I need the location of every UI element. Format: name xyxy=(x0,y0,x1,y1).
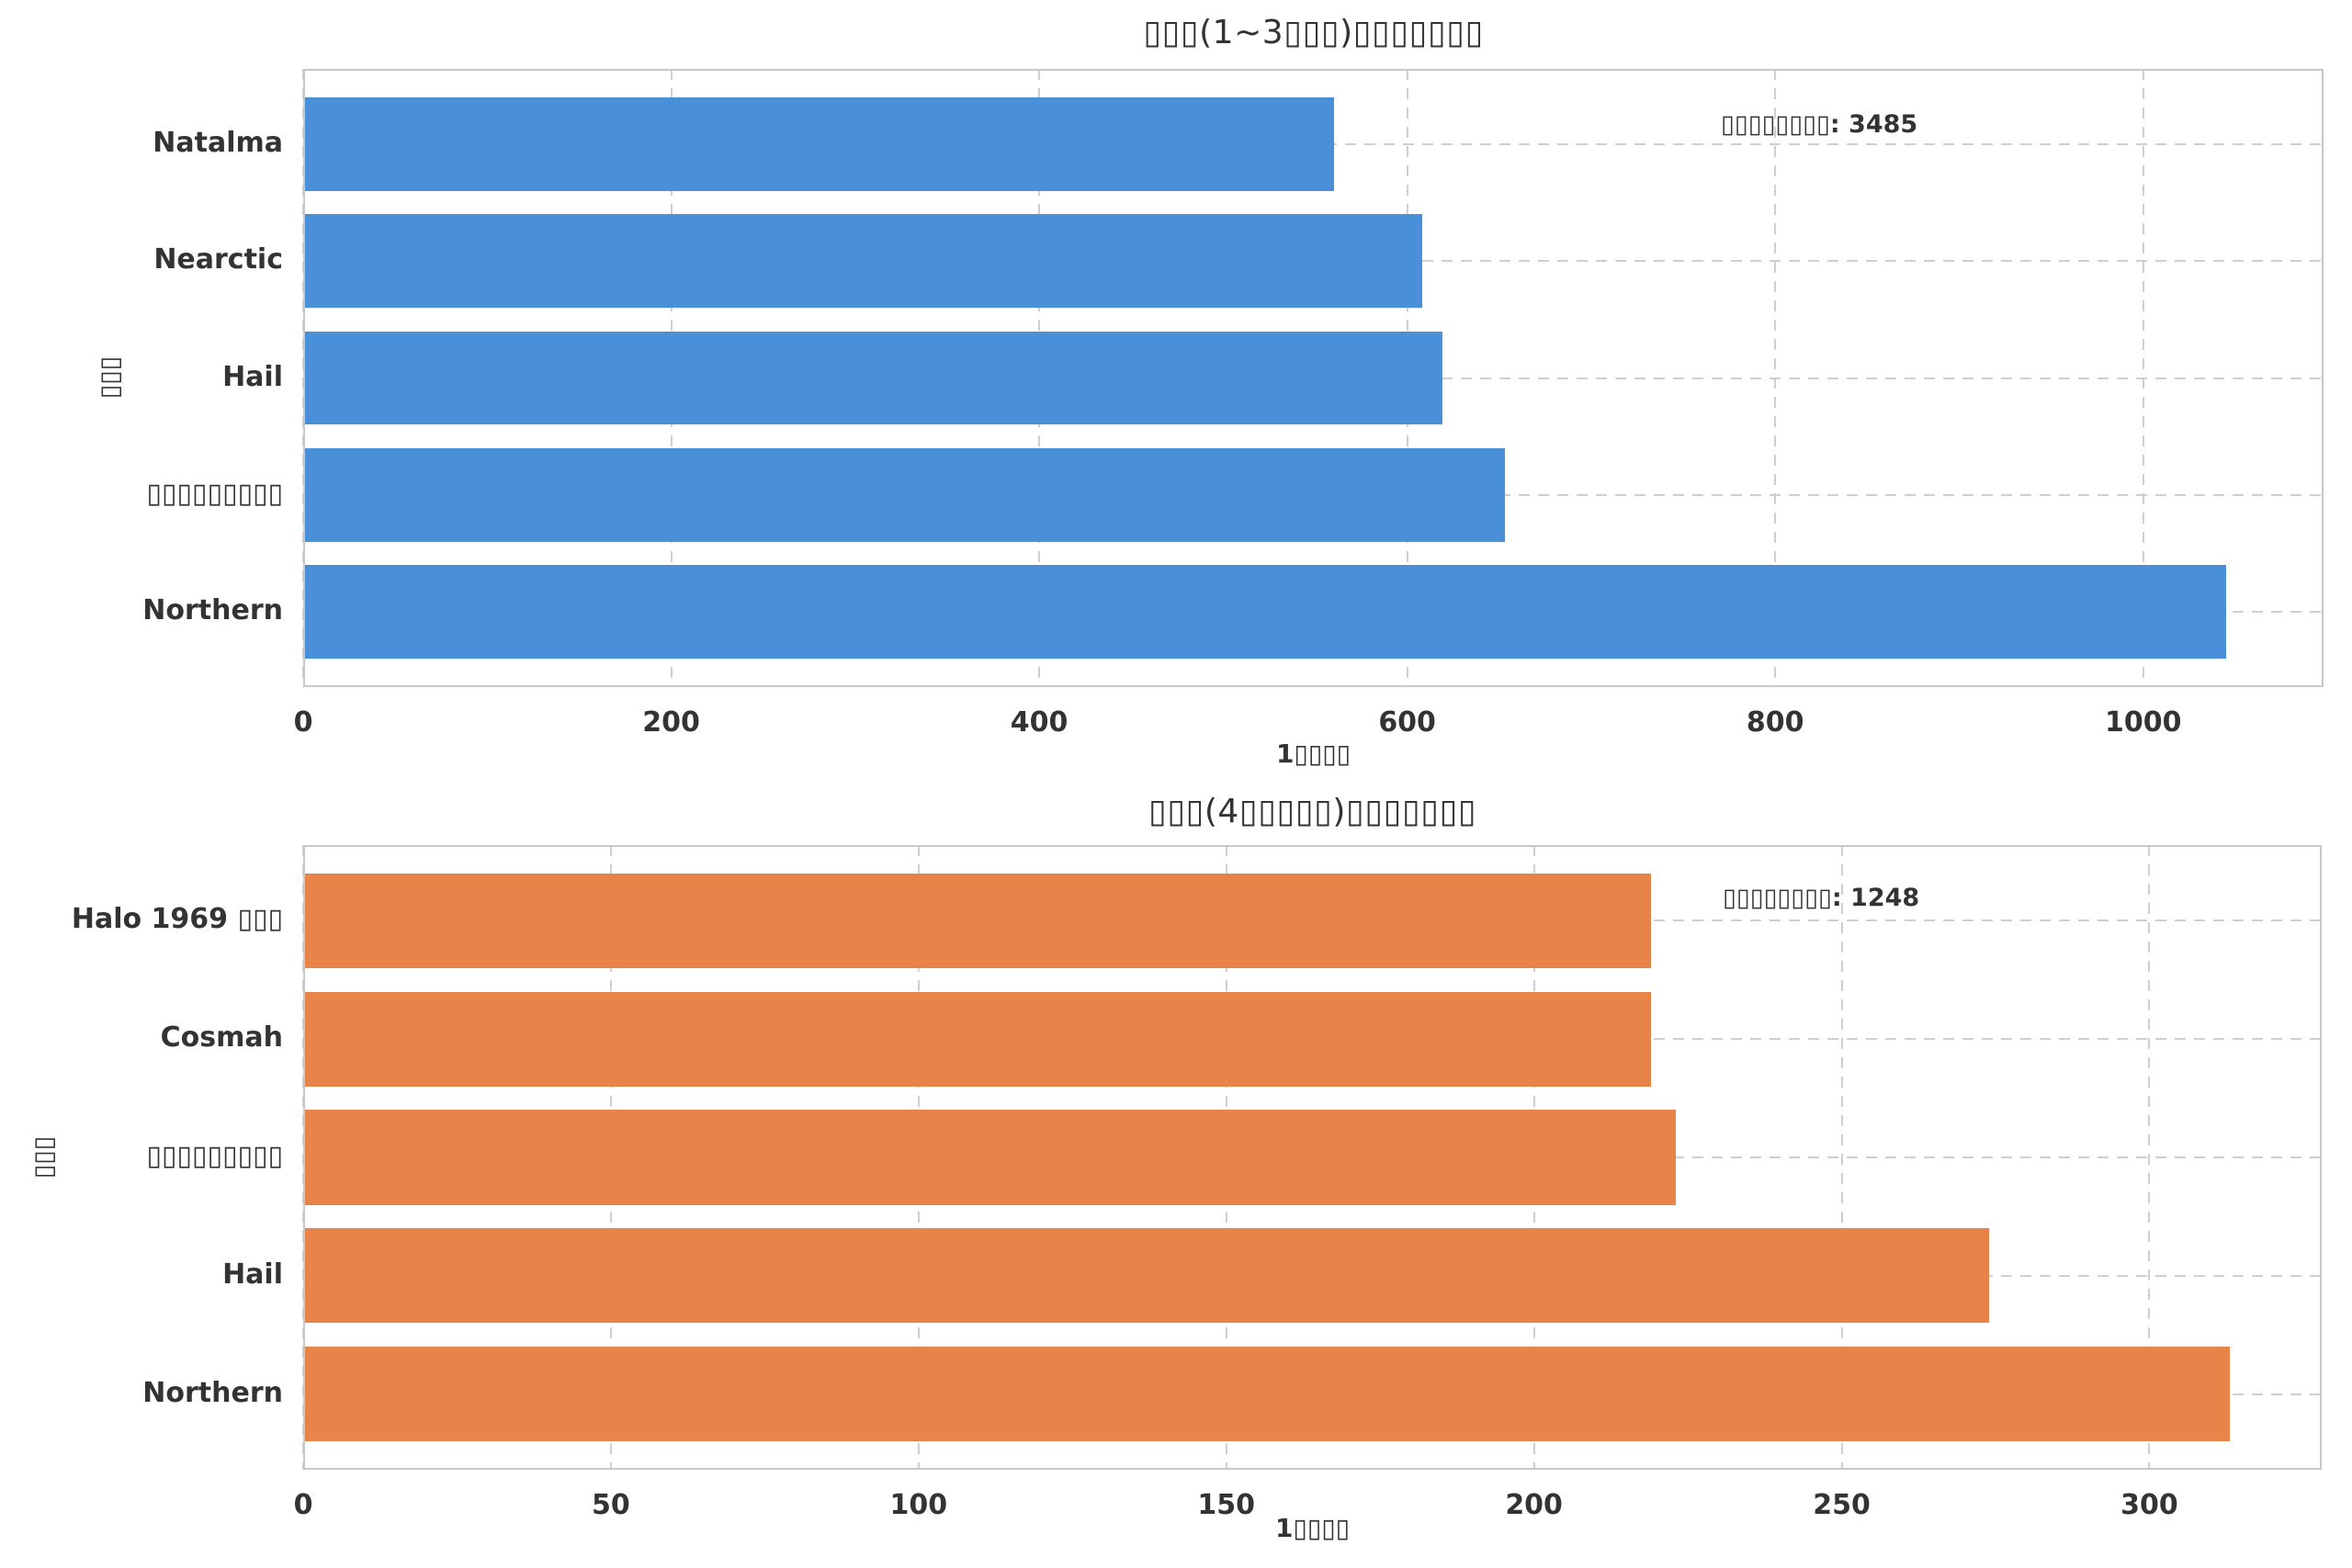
x-tick-label: 100 xyxy=(889,1489,948,1521)
x-tick-label: 400 xyxy=(1010,706,1069,739)
category-label: Halo 1969 ▯▯▯ xyxy=(71,903,283,936)
x-tick-label: 200 xyxy=(1505,1489,1563,1521)
bar xyxy=(303,331,1442,425)
bar xyxy=(303,991,1651,1087)
x-tick-label: 800 xyxy=(1746,706,1804,739)
x-axis-label: 1▯▯▯▯ xyxy=(1275,739,1351,769)
bar xyxy=(303,1110,1676,1205)
x-tick-label: 250 xyxy=(1813,1489,1871,1521)
bar xyxy=(303,1228,1990,1324)
category-label: ▯▯▯▯▯▯▯▯▯ xyxy=(146,477,283,510)
bar xyxy=(303,214,1422,309)
bar xyxy=(303,96,1334,191)
x-tick-label: 200 xyxy=(642,706,700,739)
category-label: Northern xyxy=(142,594,283,627)
category-label: ▯▯▯▯▯▯▯▯▯ xyxy=(146,1140,283,1172)
x-tick-label: 0 xyxy=(293,706,313,739)
category-label: Hail xyxy=(222,360,283,393)
bar xyxy=(303,873,1651,968)
category-label: Northern xyxy=(142,1376,283,1409)
bar xyxy=(303,565,2226,660)
bar xyxy=(303,447,1505,542)
category-label: Hail xyxy=(222,1258,283,1291)
x-tick-label: 0 xyxy=(293,1489,313,1521)
category-label: Cosmah xyxy=(160,1021,283,1055)
category-label: Natalma xyxy=(153,126,283,159)
x-axis-label: 1▯▯▯▯ xyxy=(1274,1513,1351,1543)
plot-frame xyxy=(303,69,2324,687)
x-tick-label: 1000 xyxy=(2104,706,2182,739)
x-tick-label: 150 xyxy=(1197,1489,1256,1521)
plot-frame xyxy=(303,845,2322,1470)
x-tick-label: 300 xyxy=(2120,1489,2178,1521)
x-tick-label: 50 xyxy=(592,1489,630,1521)
x-tick-label: 600 xyxy=(1378,706,1436,739)
category-label: Nearctic xyxy=(153,243,283,276)
chart-title: ▯▯▯(4▯▯▯▯▯)▯▯▯▯▯▯▯ xyxy=(1148,793,1477,830)
bar xyxy=(303,1347,2230,1442)
total-annotation: ▯▯▯▯▯▯▯▯: 1248 xyxy=(1723,884,1920,912)
total-annotation: ▯▯▯▯▯▯▯▯: 3485 xyxy=(1721,110,1918,139)
chart-title: ▯▯▯(1~3▯▯▯)▯▯▯▯▯▯▯ xyxy=(1143,14,1484,51)
